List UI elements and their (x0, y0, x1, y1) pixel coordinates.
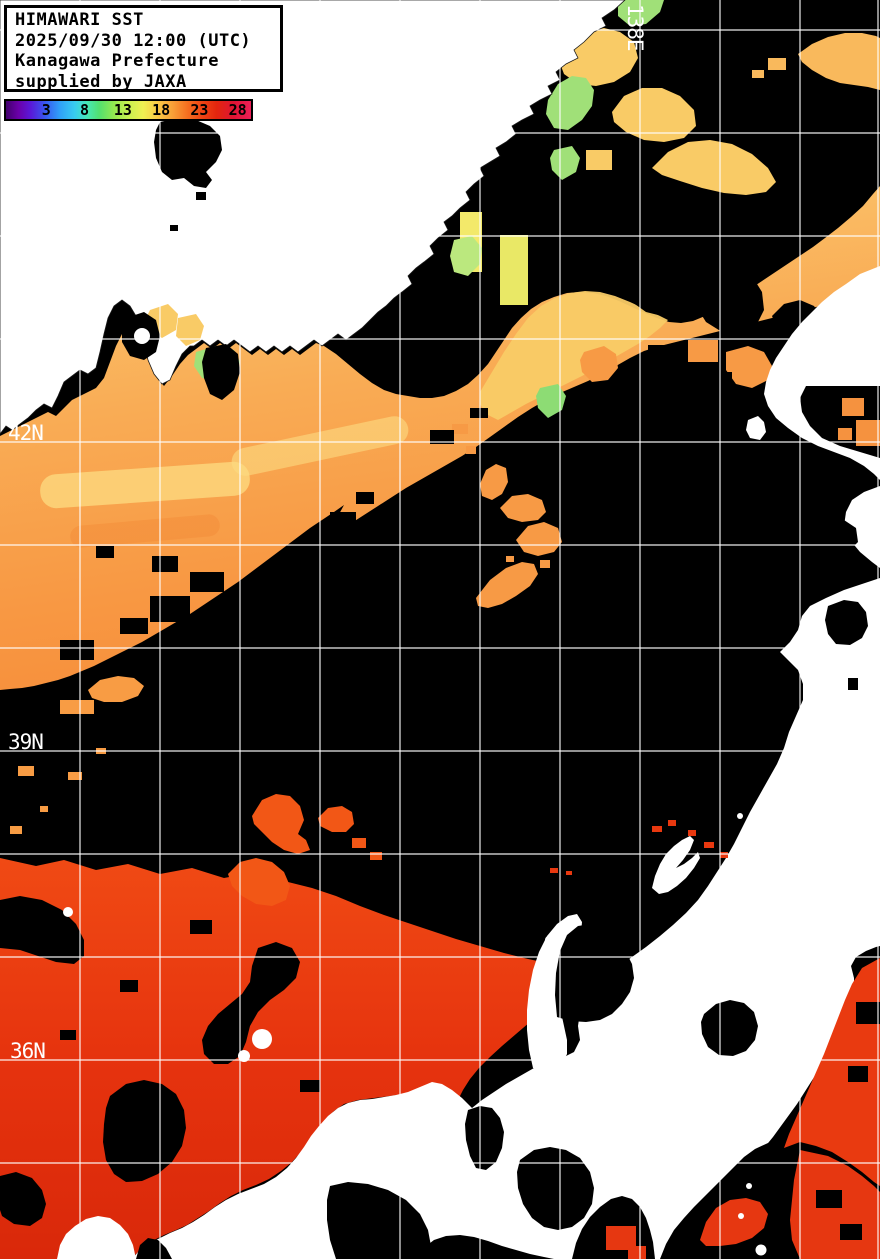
colorbar-tick: 18 (152, 101, 171, 119)
sst-isolated-patches (452, 424, 562, 608)
colorbar-tick: 3 (41, 101, 51, 119)
south-coast-bays (420, 1140, 880, 1259)
cloud-over-red (0, 896, 320, 1226)
colorbar-gradient: 3 8 13 18 23 28 (6, 101, 251, 119)
land-japan-honshu (57, 578, 880, 1259)
colorbar: 3 8 13 18 23 28 (4, 99, 253, 121)
bay-black (555, 924, 634, 1022)
colorbar-tick: 8 (80, 101, 90, 119)
cloud-patches (60, 196, 822, 660)
latitude-label: 42N (8, 421, 43, 445)
sst-east-coast-red (238, 820, 880, 1186)
title-line: Kanagawa Prefecture (15, 51, 219, 71)
title-box: HIMAWARI SST 2025/09/30 12:00 (UTC) Kanaga… (4, 5, 283, 92)
colorbar-tick: 23 (190, 101, 209, 119)
title-lines: HIMAWARI SST 2025/09/30 12:00 (UTC) Kanaga… (15, 10, 280, 92)
title-line: supplied by JAXA (15, 71, 187, 92)
grid-labels: 42N 39N 36N 138E (8, 4, 647, 1063)
title-line: HIMAWARI SST (15, 10, 144, 30)
sst-topright-patch (752, 33, 880, 90)
longitude-label: 138E (623, 4, 647, 51)
colorbar-tick: 28 (228, 101, 247, 119)
colorbar-tick: 13 (113, 101, 132, 119)
cloud-over-land-nw (122, 118, 240, 400)
latitude-label: 36N (10, 1039, 45, 1063)
title-line: 2025/09/30 12:00 (UTC) (15, 30, 252, 51)
cloud-over-honshu (136, 600, 868, 1259)
latitude-label: 39N (8, 730, 43, 754)
